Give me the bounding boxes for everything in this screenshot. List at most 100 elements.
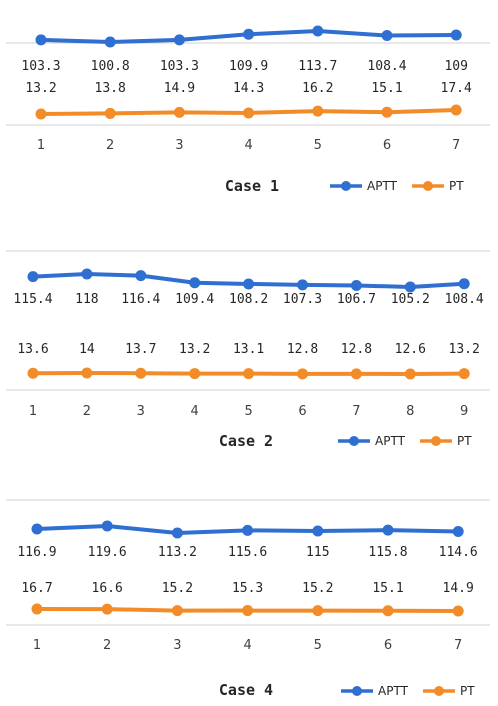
- data-label-aptt: 119.6: [88, 545, 127, 560]
- data-label-pt: 16.7: [21, 581, 52, 596]
- legend-label-aptt: APTT: [367, 179, 398, 193]
- data-point-aptt: [312, 25, 324, 37]
- data-point-pt: [458, 368, 470, 380]
- legend-marker-pt: [423, 181, 433, 191]
- data-point-aptt: [350, 279, 362, 291]
- x-tick-label: 5: [314, 138, 322, 153]
- legend-marker-pt: [431, 436, 441, 446]
- data-label-pt: 13.6: [17, 342, 48, 357]
- data-label-aptt: 109: [444, 59, 467, 74]
- data-point-aptt: [243, 28, 255, 40]
- x-tick-label: 7: [352, 404, 360, 419]
- x-tick-label: 4: [191, 404, 199, 419]
- x-tick-label: 3: [173, 638, 181, 653]
- data-point-aptt: [27, 271, 39, 283]
- data-point-pt: [350, 368, 362, 380]
- data-label-pt: 16.2: [302, 81, 333, 96]
- data-label-aptt: 113.2: [158, 545, 197, 560]
- data-label-aptt: 105.2: [391, 292, 430, 307]
- data-label-pt: 17.4: [441, 81, 472, 96]
- data-label-pt: 14: [79, 342, 95, 357]
- data-point-pt: [312, 105, 324, 117]
- data-label-pt: 13.1: [233, 342, 264, 357]
- data-label-aptt: 109.9: [229, 59, 268, 74]
- data-point-pt: [171, 605, 183, 617]
- data-label-pt: 15.1: [372, 581, 403, 596]
- data-point-pt: [189, 368, 201, 380]
- data-label-pt: 13.2: [449, 342, 480, 357]
- x-tick-label: 1: [29, 404, 37, 419]
- x-tick-label: 6: [383, 138, 391, 153]
- data-label-pt: 14.3: [233, 81, 264, 96]
- data-point-pt: [31, 603, 43, 615]
- x-tick-label: 4: [243, 638, 251, 653]
- data-label-aptt: 115.6: [228, 545, 267, 560]
- data-point-pt: [452, 605, 464, 617]
- chart-title: Case 1: [225, 177, 279, 195]
- data-point-aptt: [31, 523, 43, 535]
- legend-marker-aptt: [349, 436, 359, 446]
- data-label-pt: 12.8: [341, 342, 372, 357]
- data-label-aptt: 116.9: [17, 545, 56, 560]
- chart-title: Case 2: [219, 432, 273, 450]
- data-point-pt: [312, 605, 324, 617]
- data-point-pt: [242, 605, 254, 617]
- chart-case-1: 103.3 100.8 103.3 109.9 113.7 108.4 109 13.2 13.…: [6, 25, 490, 195]
- data-label-aptt: 108.4: [367, 59, 406, 74]
- data-label-pt: 13.7: [125, 342, 156, 357]
- data-label-aptt: 103.3: [21, 59, 60, 74]
- data-point-pt: [243, 107, 255, 119]
- x-tick-label: 2: [83, 404, 91, 419]
- chart-case-3: 116.9 119.6 113.2 115.6 115 115.8 114.6 16.7 16.…: [6, 499, 490, 699]
- data-label-pt: 13.2: [25, 81, 56, 96]
- data-point-pt: [173, 106, 185, 118]
- data-label-aptt: 100.8: [91, 59, 130, 74]
- x-tick-label: 7: [454, 638, 462, 653]
- data-point-aptt: [101, 520, 113, 532]
- data-point-pt: [135, 367, 147, 379]
- data-label-pt: 16.6: [92, 581, 123, 596]
- data-point-pt: [35, 108, 47, 120]
- data-label-aptt: 115.8: [368, 545, 407, 560]
- legend-marker-aptt: [352, 686, 362, 696]
- data-label-aptt: 107.3: [283, 292, 322, 307]
- data-point-pt: [381, 106, 393, 118]
- data-label-aptt: 113.7: [298, 59, 337, 74]
- x-tick-label: 3: [137, 404, 145, 419]
- data-label-aptt: 103.3: [160, 59, 199, 74]
- legend-label-pt: PT: [449, 179, 464, 193]
- data-point-pt: [104, 107, 116, 119]
- legend-label-pt: PT: [457, 434, 472, 448]
- data-point-aptt: [382, 524, 394, 536]
- x-tick-label: 3: [175, 138, 183, 153]
- data-point-aptt: [104, 36, 116, 48]
- data-label-pt: 13.8: [95, 81, 126, 96]
- data-label-pt: 14.9: [443, 581, 474, 596]
- data-point-aptt: [452, 525, 464, 537]
- x-tick-label: 1: [37, 138, 45, 153]
- data-point-aptt: [404, 281, 416, 293]
- data-point-pt: [382, 605, 394, 617]
- chart-title: Case 4: [219, 681, 273, 699]
- data-label-pt: 15.1: [371, 81, 402, 96]
- data-point-pt: [101, 603, 113, 615]
- x-tick-label: 8: [406, 404, 414, 419]
- data-label-pt: 12.8: [287, 342, 318, 357]
- data-point-aptt: [189, 277, 201, 289]
- data-label-pt: 14.9: [164, 81, 195, 96]
- data-point-pt: [27, 367, 39, 379]
- x-tick-label: 2: [106, 138, 114, 153]
- legend-label-aptt: APTT: [378, 684, 409, 698]
- data-label-pt: 12.6: [395, 342, 426, 357]
- data-point-pt: [450, 104, 462, 116]
- x-tick-label: 6: [298, 404, 306, 419]
- data-point-aptt: [81, 268, 93, 280]
- data-label-aptt: 109.4: [175, 292, 214, 307]
- data-point-pt: [243, 368, 255, 380]
- data-label-aptt: 118: [75, 292, 98, 307]
- data-label-aptt: 108.2: [229, 292, 268, 307]
- x-tick-label: 1: [33, 638, 41, 653]
- x-tick-label: 2: [103, 638, 111, 653]
- legend-marker-pt: [434, 686, 444, 696]
